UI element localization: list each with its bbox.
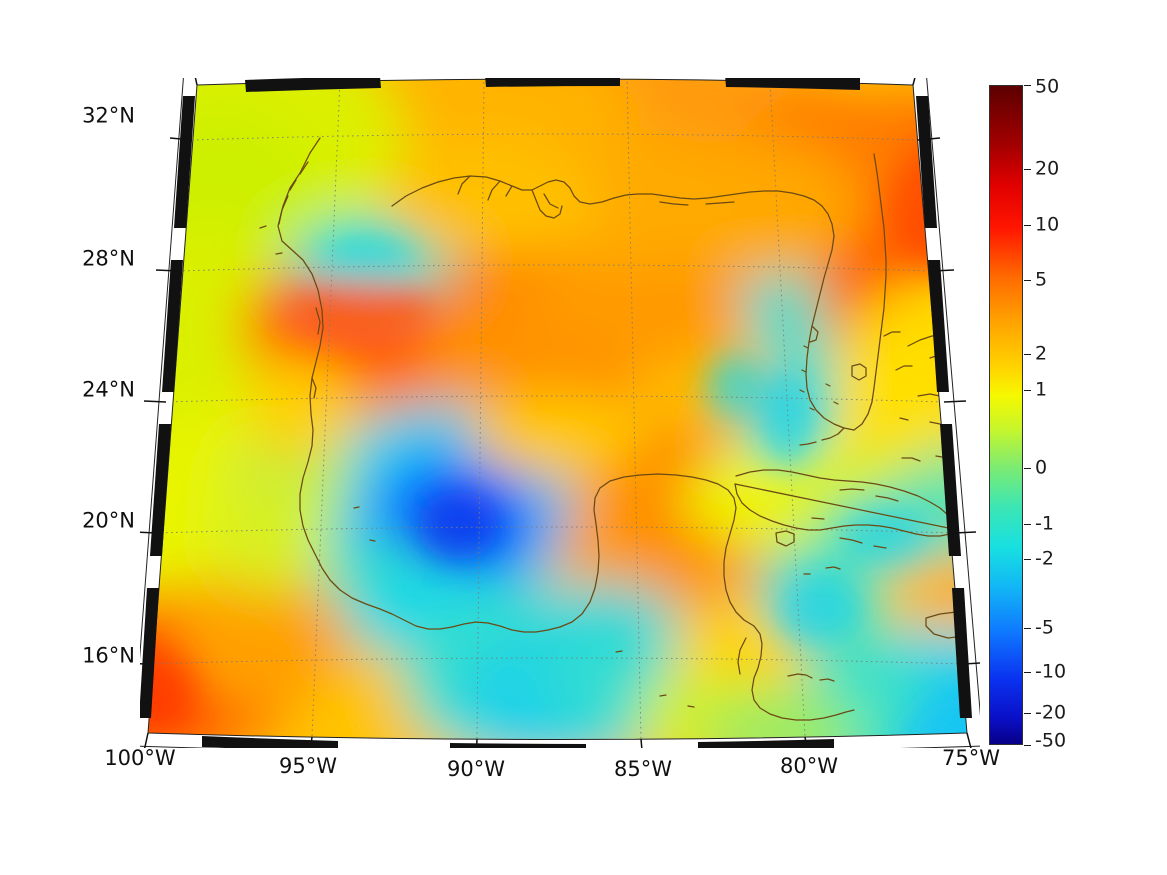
colorbar-tick-m10 <box>1024 672 1031 673</box>
colorbar-label-m50: -50 <box>1035 729 1067 752</box>
colorbar-label-1: 1 <box>1035 378 1048 401</box>
ytick-label-28N: 28°N <box>82 246 135 271</box>
colorbar-tick-m1 <box>1024 524 1031 525</box>
xtick-label-80W: 80°W <box>780 754 838 778</box>
colorbar-label-50: 50 <box>1035 75 1060 98</box>
ytick-label-24N: 24°N <box>82 377 135 402</box>
xtick-label-95W: 95°W <box>279 754 337 778</box>
colorbar-gradient <box>989 85 1023 745</box>
colorbar-tick-1 <box>1024 390 1031 391</box>
colorbar[interactable]: 50 20 10 5 2 1 0 -1 -2 -5 -10 -20 -50 <box>989 77 1066 750</box>
ytick-label-20N: 20°N <box>82 508 135 533</box>
colorbar-label-m10: -10 <box>1035 660 1067 683</box>
map-clip <box>140 78 980 748</box>
map-plot-area[interactable] <box>140 78 980 748</box>
colorbar-tick-20 <box>1024 169 1031 170</box>
colorbar-tick-2 <box>1024 354 1031 355</box>
colorbar-tick-10 <box>1024 225 1031 226</box>
colorbar-tick-m5 <box>1024 628 1031 629</box>
colorbar-label-0: 0 <box>1035 456 1048 479</box>
ytick-label-32N: 32°N <box>82 103 135 128</box>
colorbar-label-m2: -2 <box>1035 547 1054 570</box>
colorbar-label-m5: -5 <box>1035 616 1054 639</box>
colorbar-tick-m2 <box>1024 559 1031 560</box>
colorbar-tick-m20 <box>1024 713 1031 714</box>
xtick-label-100W: 100°W <box>104 746 176 770</box>
scalar-field <box>148 79 967 740</box>
colorbar-label-10: 10 <box>1035 213 1060 236</box>
map-svg <box>140 78 980 748</box>
colorbar-label-2: 2 <box>1035 342 1048 365</box>
xtick-label-85W: 85°W <box>614 757 672 781</box>
xtick-label-75W: 75°W <box>942 746 1000 770</box>
colorbar-tick-5 <box>1024 280 1031 281</box>
colorbar-tick-50 <box>1024 85 1031 86</box>
colorbar-label-m20: -20 <box>1035 701 1067 724</box>
xtick-label-90W: 90°W <box>447 757 505 781</box>
ytick-label-16N: 16°N <box>82 643 135 668</box>
coastlines <box>259 137 967 721</box>
map-frame <box>140 78 980 748</box>
colorbar-tick-m50 <box>1024 745 1031 746</box>
colorbar-label-20: 20 <box>1035 157 1060 180</box>
colorbar-label-5: 5 <box>1035 268 1048 291</box>
colorbar-tick-0 <box>1024 468 1031 469</box>
colorbar-label-m1: -1 <box>1035 512 1054 535</box>
